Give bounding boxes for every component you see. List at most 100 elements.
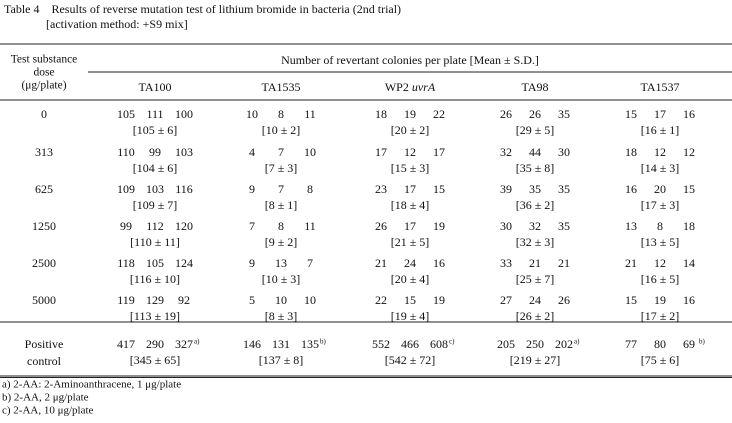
- table-subtitle: [activation method: +S9 mix]: [46, 17, 188, 31]
- colony-count: 10: [275, 293, 287, 307]
- mean-sd: [104 ± 6]: [133, 161, 178, 175]
- mean-sd: [19 ± 4]: [391, 309, 430, 323]
- mean-sd: [219 ± 27]: [510, 353, 561, 367]
- mean-sd: [7 ± 3]: [265, 161, 298, 175]
- colony-count: 16: [683, 293, 695, 307]
- mean-sd: [345 ± 65]: [130, 353, 181, 367]
- colony-count: 5: [249, 293, 255, 307]
- colony-count: 16: [625, 182, 637, 196]
- colony-count: 14: [683, 256, 695, 270]
- colony-count: 12: [404, 145, 416, 159]
- colony-count: 129: [146, 293, 164, 307]
- mean-sd: [10 ± 2]: [262, 123, 301, 137]
- colony-count: 250: [526, 337, 544, 351]
- mean-sd: [35 ± 8]: [516, 161, 555, 175]
- dose-label: 0: [41, 107, 47, 121]
- strain-header: TA1537: [640, 80, 679, 94]
- colony-count: 30: [500, 219, 512, 233]
- dose-header: Test substance: [11, 54, 78, 66]
- colony-count: 111: [146, 107, 163, 121]
- mean-sd: [16 ± 1]: [641, 123, 680, 137]
- colony-count: 8: [278, 107, 284, 121]
- mean-sd: [21 ± 5]: [391, 235, 430, 249]
- colony-count: 11: [304, 219, 316, 233]
- colony-count: 135: [301, 337, 319, 351]
- colony-count: 109: [117, 182, 135, 196]
- colony-count: 13: [625, 219, 637, 233]
- dose-label: 313: [35, 145, 53, 159]
- colony-count: 16: [433, 256, 445, 270]
- colony-count: 8: [307, 182, 313, 196]
- mean-sd: [16 ± 5]: [641, 272, 680, 286]
- colony-count: 17: [404, 182, 416, 196]
- footnote: c) 2-AA, 10 μg/plate: [2, 405, 94, 417]
- colony-count: 15: [404, 293, 416, 307]
- strain-name: TA98: [521, 80, 548, 94]
- colony-count: 417: [117, 337, 135, 351]
- colony-count: 18: [375, 107, 387, 121]
- mean-sd: [75 ± 6]: [641, 353, 680, 367]
- dose-label: 5000: [32, 293, 56, 307]
- colony-count: 205: [497, 337, 515, 351]
- colony-count: 124: [175, 256, 193, 270]
- group-header: Number of revertant colonies per plate […: [281, 53, 539, 67]
- colony-count: 8: [278, 219, 284, 233]
- strain-header: TA100: [138, 80, 171, 94]
- footnote-mark: b): [320, 338, 327, 346]
- colony-count: 100: [175, 107, 193, 121]
- mean-sd: [542 ± 72]: [385, 353, 436, 367]
- mean-sd: [14 ± 3]: [641, 161, 680, 175]
- footnote-mark: b): [699, 338, 706, 346]
- colony-count: 32: [529, 219, 541, 233]
- mean-sd: [10 ± 3]: [262, 272, 301, 286]
- colony-count: 23: [375, 182, 387, 196]
- mean-sd: [32 ± 3]: [516, 235, 555, 249]
- dose-label: Positive: [25, 337, 64, 351]
- colony-count: 608: [430, 337, 448, 351]
- colony-count: 7: [278, 145, 284, 159]
- colony-count: 105: [146, 256, 164, 270]
- colony-count: 10: [304, 293, 316, 307]
- footnote-mark: c): [449, 338, 455, 346]
- mean-sd: [26 ± 2]: [516, 309, 555, 323]
- footnote-mark: a): [574, 338, 580, 346]
- mean-sd: [13 ± 5]: [641, 235, 680, 249]
- dose-label: 2500: [32, 256, 56, 270]
- mean-sd: [20 ± 2]: [391, 123, 430, 137]
- mean-sd: [110 ± 11]: [130, 235, 180, 249]
- colony-count: 22: [375, 293, 387, 307]
- colony-count: 112: [146, 219, 164, 233]
- colony-count: 13: [275, 256, 287, 270]
- colony-count: 4: [249, 145, 255, 159]
- strain-header: WP2 uvrA: [385, 80, 436, 94]
- colony-count: 466: [401, 337, 419, 351]
- dose-label: control: [27, 354, 62, 368]
- colony-count: 18: [683, 219, 695, 233]
- dose-label: 625: [35, 182, 53, 196]
- colony-count: 12: [654, 145, 666, 159]
- colony-count: 22: [433, 107, 445, 121]
- colony-count: 18: [625, 145, 637, 159]
- footnote: a) 2-AA: 2-Aminoanthracene, 1 μg/plate: [2, 379, 181, 391]
- colony-count: 9: [249, 256, 255, 270]
- colony-count: 105: [117, 107, 135, 121]
- mean-sd: [8 ± 3]: [265, 309, 298, 323]
- footnote-mark: a): [194, 338, 200, 346]
- colony-count: 35: [558, 182, 570, 196]
- mean-sd: [116 ± 10]: [130, 272, 180, 286]
- colony-count: 21: [558, 256, 570, 270]
- colony-count: 21: [529, 256, 541, 270]
- colony-count: 131: [272, 337, 290, 351]
- colony-count: 35: [558, 219, 570, 233]
- colony-count: 7: [307, 256, 313, 270]
- strain-genotype: uvrA: [412, 80, 436, 94]
- colony-count: 24: [529, 293, 541, 307]
- colony-count: 99: [149, 145, 161, 159]
- colony-count: 39: [500, 182, 512, 196]
- colony-count: 32: [500, 145, 512, 159]
- colony-count: 116: [175, 182, 193, 196]
- colony-count: 15: [433, 182, 445, 196]
- strain-header: TA98: [521, 80, 548, 94]
- mean-sd: [25 ± 7]: [516, 272, 555, 286]
- colony-count: 35: [558, 107, 570, 121]
